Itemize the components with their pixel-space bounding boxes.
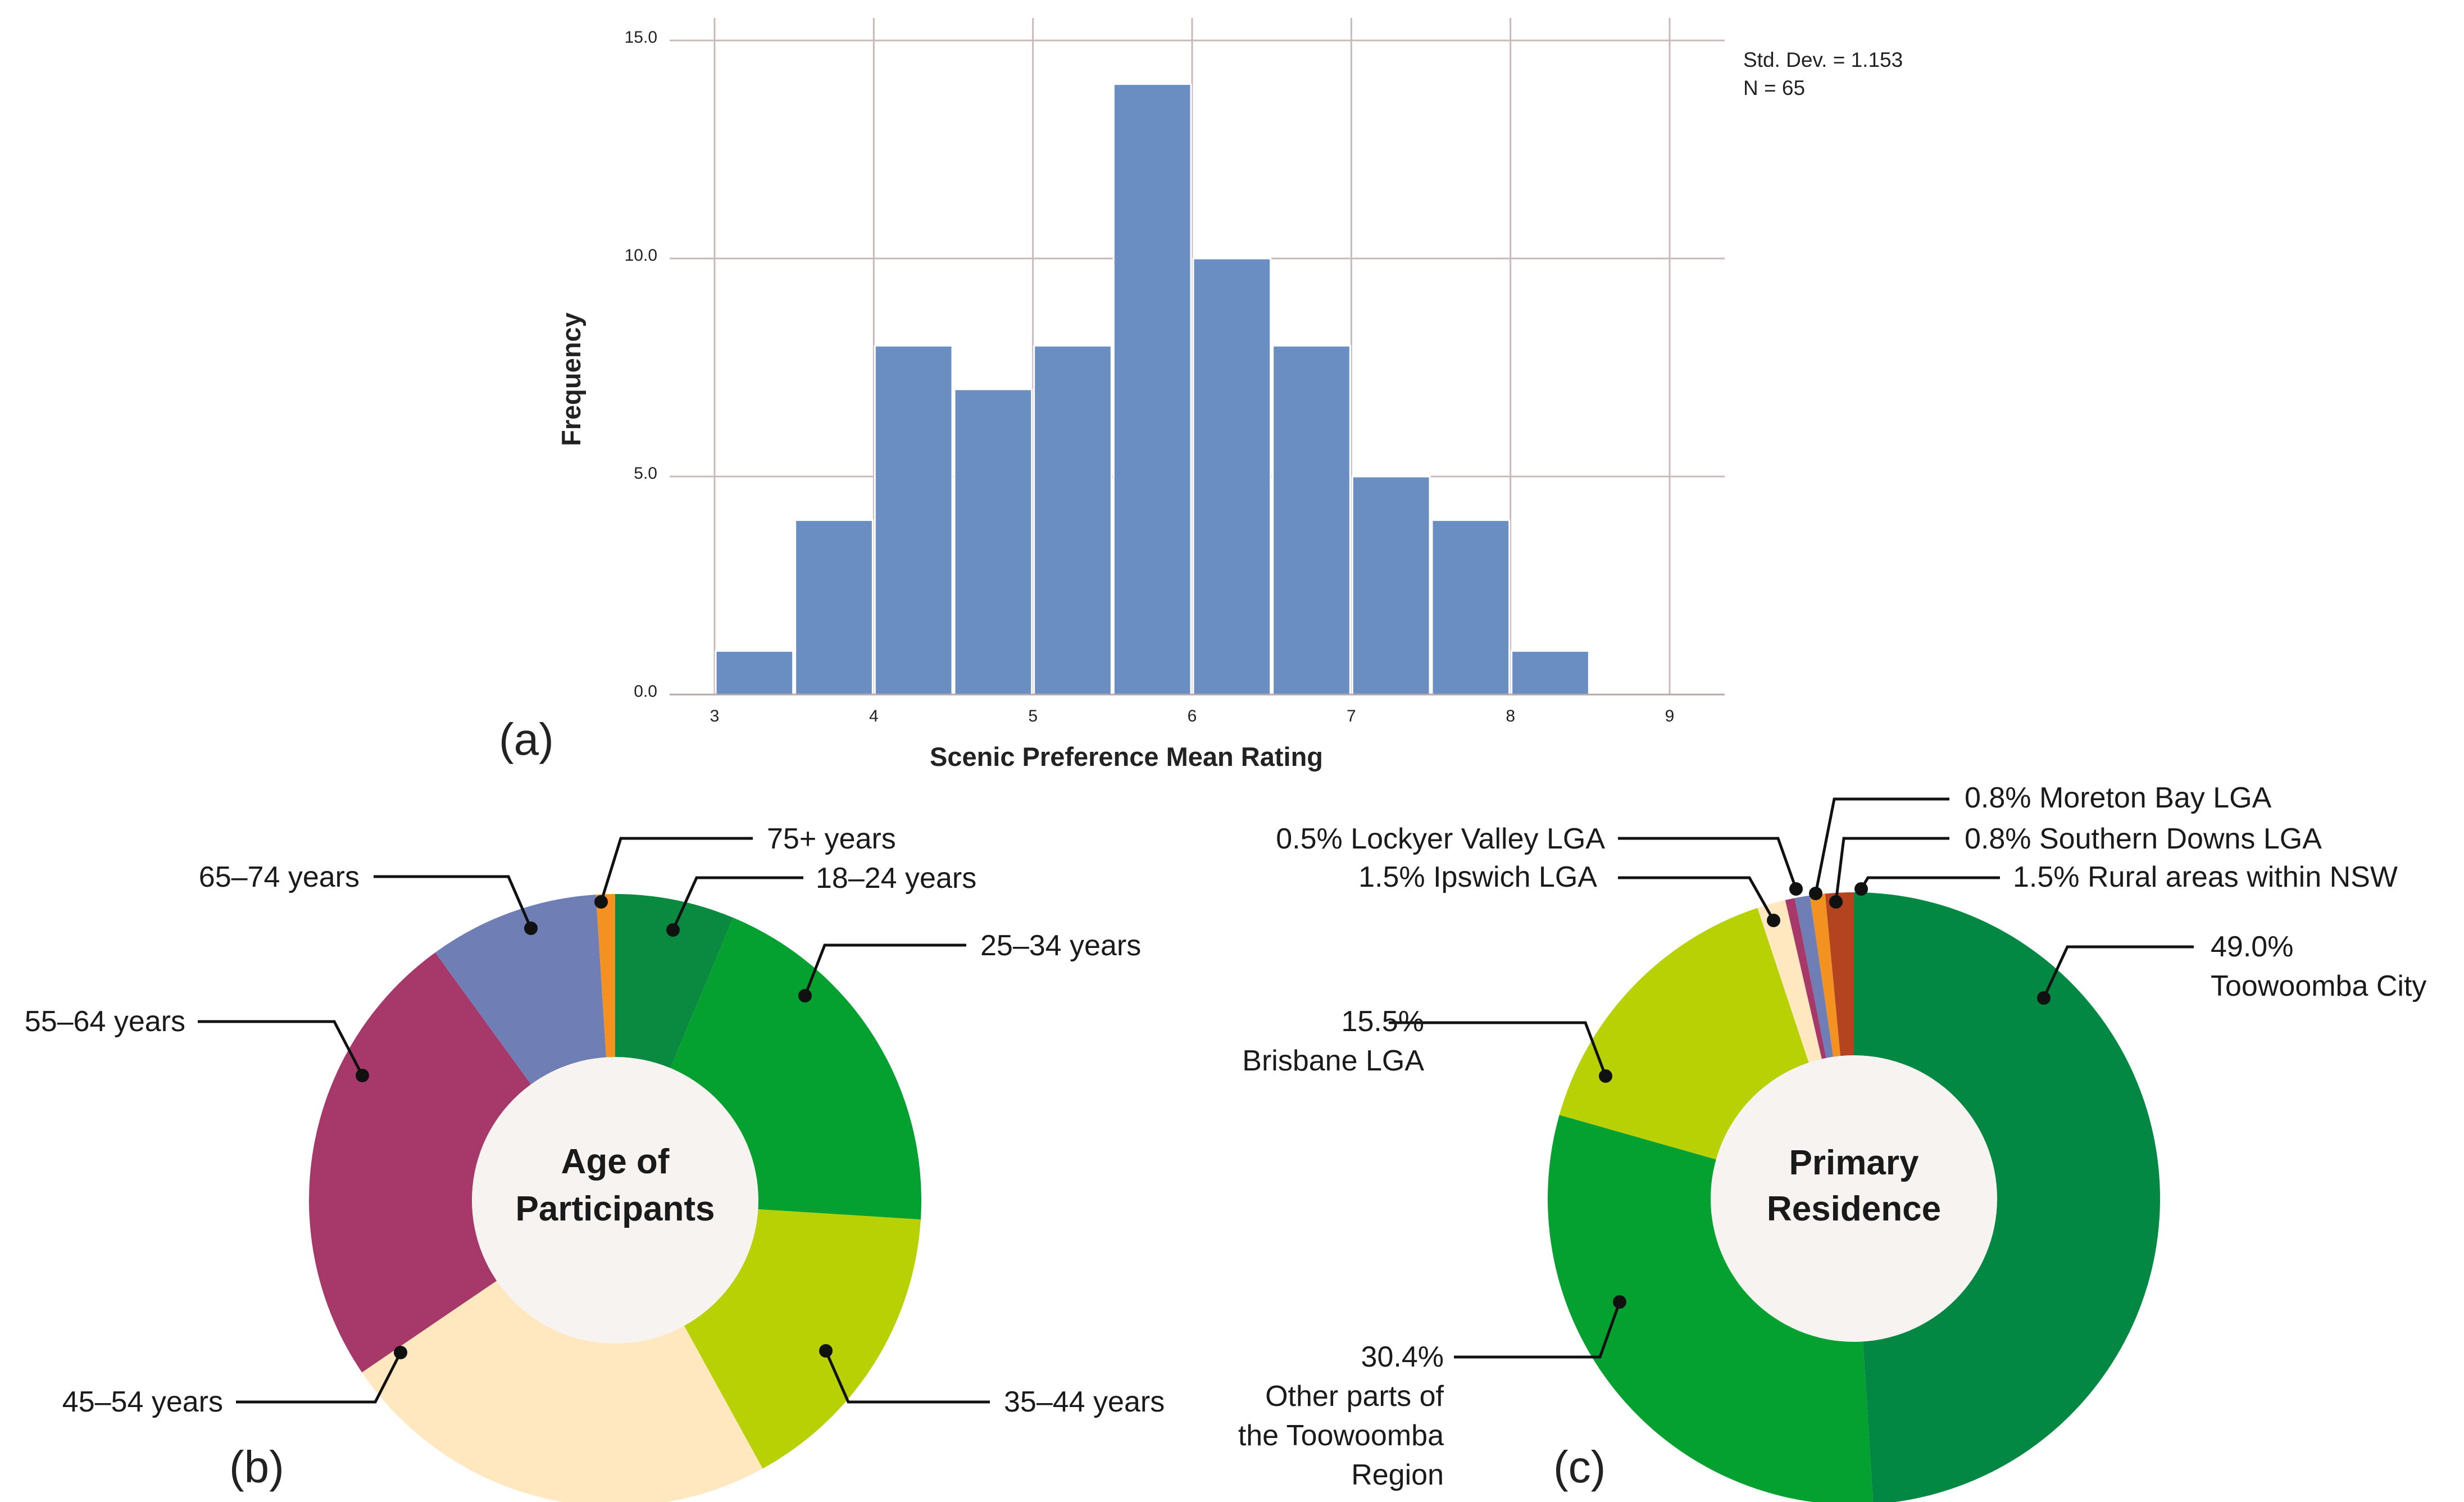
age-45-54-years-label: 45–54 years — [62, 1386, 223, 1418]
residence-1-5-rural-areas-within-nsw-leader-dot — [1854, 882, 1868, 896]
x-tick-label: 9 — [1665, 707, 1675, 725]
residence-0-8-moreton-bay-lga-leader-line — [1814, 797, 1949, 894]
histogram-bar — [1033, 344, 1112, 696]
residence-region-label: the Toowoomba — [1238, 1419, 1444, 1452]
residence-0-8-moreton-bay-lga-leader-dot — [1809, 887, 1822, 900]
age-45-54-years-leader-dot — [394, 1346, 407, 1359]
panel-label-a: (a) — [499, 714, 554, 764]
residence-toowoomba-city-label: Toowoomba City — [2211, 970, 2426, 1002]
x-tick-label: 3 — [710, 707, 720, 725]
histogram-y-tick-labels: 0.0 5.0 10.0 15.0 — [625, 28, 657, 701]
histogram-bar — [874, 344, 953, 696]
residence-brisbane-lga-label: Brisbane LGA — [1242, 1045, 1424, 1077]
x-tick-label: 5 — [1028, 707, 1038, 725]
age-75-years-leader-dot — [594, 895, 608, 909]
residence-donut-title-line-2: Residence — [1767, 1190, 1941, 1228]
age-65-74-years-leader-line — [374, 875, 533, 929]
age-25-34-years-label: 25–34 years — [980, 929, 1141, 962]
histogram-bar — [953, 388, 1033, 696]
age-35-44-years-label: 35–44 years — [1004, 1386, 1165, 1418]
panel-label-b: (b) — [229, 1442, 284, 1492]
age-45-54-years-leader-line — [236, 1351, 402, 1404]
panel-label-c: (c) — [1553, 1442, 1606, 1492]
x-tick-label: 4 — [869, 707, 879, 725]
x-tick-label: 7 — [1347, 707, 1356, 725]
y-axis-title: Frequency — [556, 312, 586, 446]
y-tick-label: 10.0 — [625, 246, 657, 265]
age-18-24-years-leader-dot — [666, 923, 680, 937]
residence-0-8-southern-downs-lga-label: 0.8% Southern Downs LGA — [1965, 823, 2322, 855]
age-55-64-years-leader-line — [198, 1020, 364, 1077]
y-tick-label: 0.0 — [634, 682, 657, 701]
residence-0-8-southern-downs-lga-leader-line — [1834, 837, 1949, 902]
residence-0-8-southern-downs-lga-leader-dot — [1829, 895, 1843, 909]
residence-1-5-rural-areas-within-nsw-label: 1.5% Rural areas within NSW — [2013, 861, 2398, 893]
age-25-34-years-leader-dot — [798, 989, 812, 1002]
age-75-years-leader-line — [599, 837, 753, 902]
residence-region-label: Other parts of — [1265, 1380, 1444, 1413]
residence-donut-title-line-1: Primary — [1789, 1143, 1919, 1182]
residence-toowoomba-city-label: 49.0% — [2211, 931, 2293, 963]
residence-donut-leaders: 49.0% Toowoomba City 30.4% Other parts of th… — [1238, 782, 2427, 1491]
age-donut-panel: Age of Participants 18–24 years 25–34 yea… — [25, 823, 1165, 1502]
age-slice-55-64-years — [309, 952, 615, 1373]
age-donut-title-line-1: Age of — [561, 1142, 670, 1181]
y-tick-label: 15.0 — [625, 28, 657, 47]
age-donut-leaders: 18–24 years 25–34 years 35–44 years 45–54 y… — [25, 823, 1165, 1418]
age-75-years-label: 75+ years — [767, 823, 896, 855]
residence-region-leader-dot — [1613, 1295, 1626, 1309]
residence-region-leader-line — [1454, 1301, 1621, 1359]
residence-brisbane-lga-leader-line — [1389, 1021, 1607, 1077]
residence-0-5-lockyer-valley-lga-leader-line — [1618, 837, 1798, 890]
residence-0-8-moreton-bay-lga-label: 0.8% Moreton Bay LGA — [1965, 782, 2272, 814]
histogram-bar — [1351, 475, 1431, 696]
std-dev-label: Std. Dev. = 1.153 — [1743, 48, 1903, 71]
histogram-bar — [715, 650, 794, 696]
histogram-bar — [794, 519, 874, 696]
age-65-74-years-leader-dot — [524, 922, 538, 935]
residence-donut-panel: Primary Residence 49.0% Toowoomba City 30.… — [1238, 782, 2427, 1502]
histogram-bar — [1112, 83, 1192, 696]
age-donut-hole — [472, 1057, 758, 1344]
age-donut-title-line-2: Participants — [516, 1190, 715, 1228]
histogram-x-tick-labels: 3 4 5 6 7 8 9 — [710, 707, 1675, 725]
residence-1-5-ipswich-lga-leader-dot — [1767, 914, 1780, 927]
age-35-44-years-leader-dot — [819, 1344, 833, 1358]
age-18-24-years-leader-line — [671, 876, 803, 931]
n-label: N = 65 — [1743, 76, 1805, 99]
histogram-panel: 3 4 5 6 7 8 9 0.0 5.0 10.0 15.0 Scenic Preference… — [499, 18, 1903, 772]
age-55-64-years-leader-dot — [356, 1069, 369, 1082]
y-tick-label: 5.0 — [634, 464, 657, 483]
residence-0-5-lockyer-valley-lga-leader-dot — [1789, 882, 1803, 896]
residence-1-5-ipswich-lga-label: 1.5% Ipswich LGA — [1358, 861, 1597, 893]
residence-region-label: 30.4% — [1361, 1341, 1444, 1373]
histogram-bar — [1511, 650, 1590, 696]
age-18-24-years-label: 18–24 years — [816, 862, 976, 895]
residence-1-5-rural-areas-within-nsw-leader-line — [1860, 876, 2000, 890]
residence-donut-hole — [1711, 1055, 1997, 1342]
x-tick-label: 6 — [1188, 707, 1197, 725]
residence-toowoomba-city-leader-dot — [2037, 991, 2051, 1005]
residence-brisbane-lga-label: 15.5% — [1342, 1005, 1424, 1038]
x-tick-label: 8 — [1506, 707, 1515, 725]
age-55-64-years-label: 55–64 years — [25, 1005, 185, 1038]
age-65-74-years-label: 65–74 years — [199, 861, 360, 893]
residence-brisbane-lga-leader-dot — [1599, 1069, 1612, 1083]
age-35-44-years-leader-line — [824, 1350, 990, 1404]
residence-1-5-ipswich-lga-leader-line — [1618, 876, 1775, 922]
residence-region-label: Region — [1351, 1459, 1444, 1491]
residence-toowoomba-city-leader-line — [2042, 945, 2194, 999]
x-axis-title: Scenic Preference Mean Rating — [930, 742, 1323, 772]
histogram-bar — [1192, 257, 1272, 696]
residence-0-5-lockyer-valley-lga-label: 0.5% Lockyer Valley LGA — [1276, 823, 1605, 855]
age-25-34-years-leader-line — [803, 943, 966, 996]
histogram-bar — [1431, 519, 1511, 696]
age-slice-45-54-years — [362, 1200, 763, 1502]
histogram-bars — [715, 83, 1590, 696]
residence-slice-toowoomba-city — [1854, 892, 2160, 1502]
histogram-bar — [1272, 344, 1351, 696]
